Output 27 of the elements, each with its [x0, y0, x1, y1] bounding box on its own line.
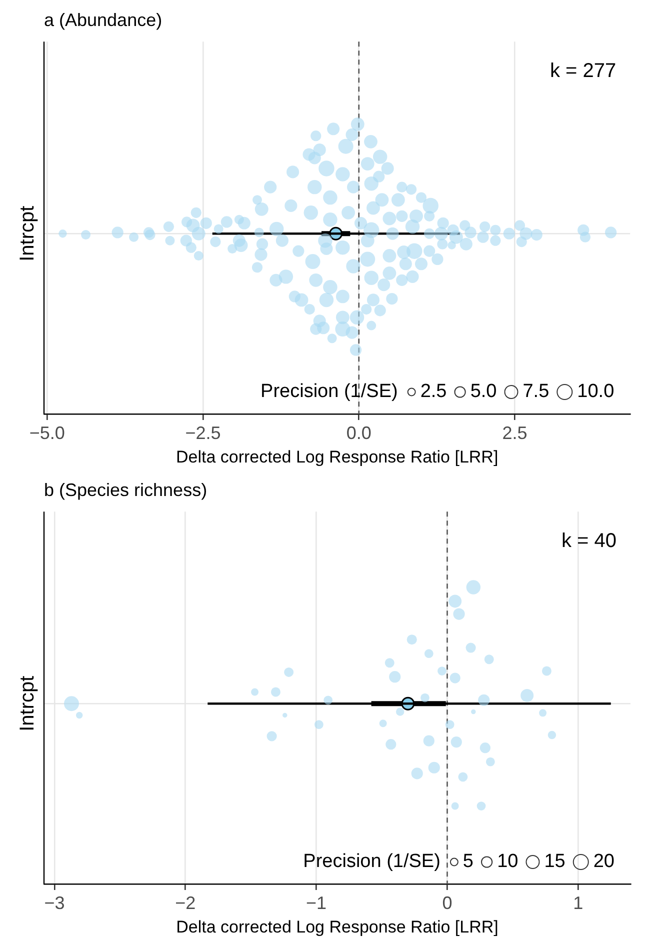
legend-label: 2.5 — [420, 381, 447, 402]
x-tick-label: −1 — [306, 892, 327, 913]
text: k = 277 — [550, 60, 616, 82]
text: Intrcpt — [16, 675, 39, 732]
legend-title: Precision (1/SE) — [260, 381, 398, 402]
x-tick-label: −3 — [44, 892, 65, 913]
x-axis-title: Delta corrected Log Response Ratio [LRR] — [176, 917, 498, 936]
legend-label: 20 — [593, 851, 615, 872]
x-tick-label: −2 — [175, 892, 196, 913]
legend-title: Precision (1/SE) — [303, 851, 440, 872]
legend-label: 15 — [544, 851, 566, 872]
x-axis-title: Delta corrected Log Response Ratio [LRR] — [176, 447, 498, 466]
legend-label: 7.5 — [522, 381, 550, 402]
chart-title: b (Species richness) — [44, 480, 208, 500]
legend-label: 10.0 — [577, 381, 614, 402]
x-tick-label: 0.0 — [346, 422, 372, 443]
text: Intrcpt — [16, 205, 39, 262]
x-tick-label: −2.5 — [185, 422, 221, 443]
x-tick-label: 0 — [442, 892, 452, 913]
x-tick-label: −5.0 — [29, 422, 65, 443]
text: k = 40 — [561, 530, 616, 552]
chart-title: a (Abundance) — [44, 10, 162, 30]
legend-label: 10 — [497, 851, 518, 872]
x-tick-label: 1 — [573, 892, 584, 913]
legend-label: 5 — [462, 851, 474, 872]
x-tick-label: 2.5 — [502, 422, 528, 443]
legend-label: 5.0 — [470, 381, 497, 402]
